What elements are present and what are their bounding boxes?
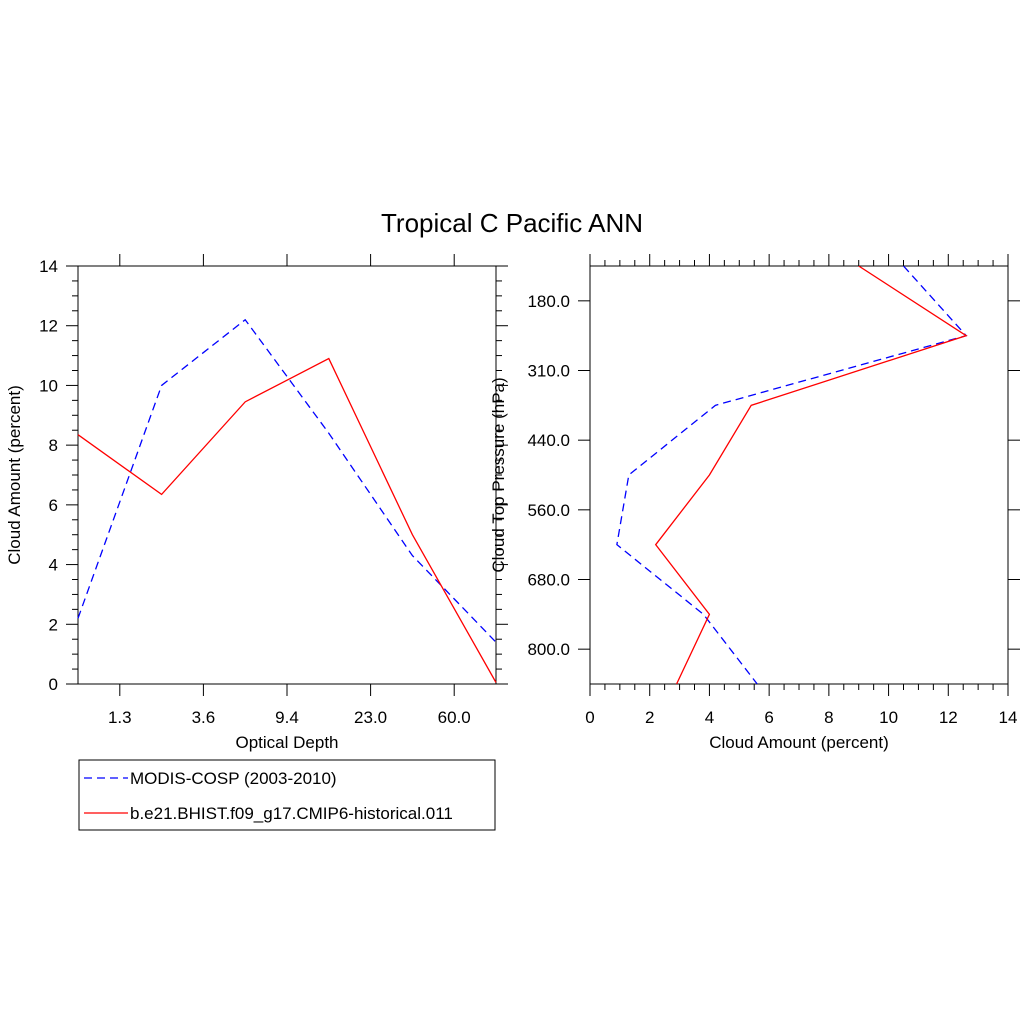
left-x-tick-label: 9.4	[275, 708, 299, 727]
right-x-tick-label: 8	[824, 708, 833, 727]
left-y-tick-label: 4	[49, 556, 58, 575]
left-x-tick-label: 23.0	[354, 708, 387, 727]
right-y-axis-label: Cloud Top Pressure (hPa)	[489, 377, 508, 572]
left-y-tick-label: 10	[39, 376, 58, 395]
right-x-tick-label: 2	[645, 708, 654, 727]
left-y-tick-label: 14	[39, 257, 58, 276]
left-x-tick-label: 60.0	[438, 708, 471, 727]
right-model-line	[654, 266, 968, 684]
left-x-tick-label: 3.6	[192, 708, 216, 727]
right-x-tick-label: 14	[999, 708, 1018, 727]
left-y-tick-label: 2	[49, 615, 58, 634]
left-y-axis-label: Cloud Amount (percent)	[5, 385, 24, 565]
right-x-tick-label: 0	[585, 708, 594, 727]
right-y-tick-label: 440.0	[527, 431, 570, 450]
right-x-tick-label: 4	[705, 708, 714, 727]
right-y-tick-label: 180.0	[527, 292, 570, 311]
left-x-axis-label: Optical Depth	[236, 733, 339, 752]
right-chart-panel: 180.0 310.0 440.0 560.0 680.0 800.0 0 2 4 6 8 10 12…	[489, 254, 1020, 752]
legend: MODIS-COSP (2003-2010) b.e21.BHIST.f09_g…	[78, 759, 496, 831]
right-y-tick-label: 800.0	[527, 640, 570, 659]
left-model-line	[77, 357, 497, 683]
left-chart-panel: 0 2 4 6 8 10 12 14 1.3 3.6 9.4 23.0 60.0 Optical De…	[5, 254, 508, 752]
left-x-tick-label: 1.3	[108, 708, 132, 727]
right-y-tick-label: 560.0	[527, 501, 570, 520]
left-y-tick-label: 12	[39, 317, 58, 336]
right-x-tick-label: 12	[939, 708, 958, 727]
right-x-tick-label: 6	[764, 708, 773, 727]
left-y-tick-label: 8	[49, 436, 58, 455]
legend-model-label: b.e21.BHIST.f09_g17.CMIP6-historical.011	[130, 804, 453, 823]
right-y-tick-label: 310.0	[527, 362, 570, 381]
right-y-tick-label: 680.0	[527, 571, 570, 590]
right-x-tick-label: 10	[879, 708, 898, 727]
right-x-axis-label: Cloud Amount (percent)	[709, 733, 889, 752]
legend-obs-label: MODIS-COSP (2003-2010)	[130, 769, 337, 788]
chart-title: Tropical C Pacific ANN	[381, 208, 643, 238]
left-y-tick-label: 0	[49, 675, 58, 694]
legend-box	[78, 759, 496, 831]
left-y-tick-label: 6	[49, 496, 58, 515]
